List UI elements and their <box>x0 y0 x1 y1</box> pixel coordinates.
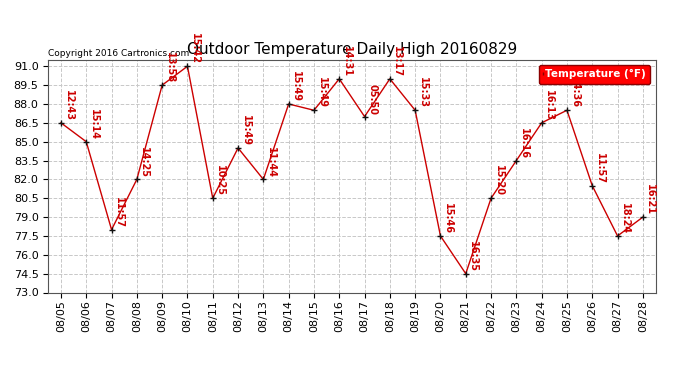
Text: 11:44: 11:44 <box>266 147 276 177</box>
Text: 16:13: 16:13 <box>544 90 554 121</box>
Text: 15:46: 15:46 <box>443 203 453 234</box>
Text: 13:58: 13:58 <box>165 52 175 83</box>
Text: 15:14: 15:14 <box>89 109 99 140</box>
Text: 15:42: 15:42 <box>190 33 200 64</box>
Legend: Temperature (°F): Temperature (°F) <box>539 65 650 84</box>
Text: 11:57: 11:57 <box>114 197 124 228</box>
Text: 16:21: 16:21 <box>645 184 656 215</box>
Text: 05:50: 05:50 <box>367 84 377 115</box>
Text: 15:33: 15:33 <box>417 77 428 108</box>
Text: 18:24: 18:24 <box>620 203 630 234</box>
Text: 16:35: 16:35 <box>469 241 478 272</box>
Text: 10:25: 10:25 <box>215 165 225 196</box>
Text: 14:25: 14:25 <box>139 147 149 177</box>
Text: 15:49: 15:49 <box>291 71 301 102</box>
Text: Copyright 2016 Cartronics.com: Copyright 2016 Cartronics.com <box>48 49 190 58</box>
Text: 15:49: 15:49 <box>241 115 250 146</box>
Text: 14:36: 14:36 <box>569 77 580 108</box>
Text: 12:43: 12:43 <box>63 90 73 121</box>
Text: 15:20: 15:20 <box>493 165 504 196</box>
Title: Outdoor Temperature Daily High 20160829: Outdoor Temperature Daily High 20160829 <box>187 42 517 57</box>
Text: 15:49: 15:49 <box>317 77 326 108</box>
Text: 16:16: 16:16 <box>519 128 529 159</box>
Text: 14:31: 14:31 <box>342 46 352 77</box>
Text: 11:57: 11:57 <box>595 153 604 184</box>
Text: 13:17: 13:17 <box>393 46 402 77</box>
